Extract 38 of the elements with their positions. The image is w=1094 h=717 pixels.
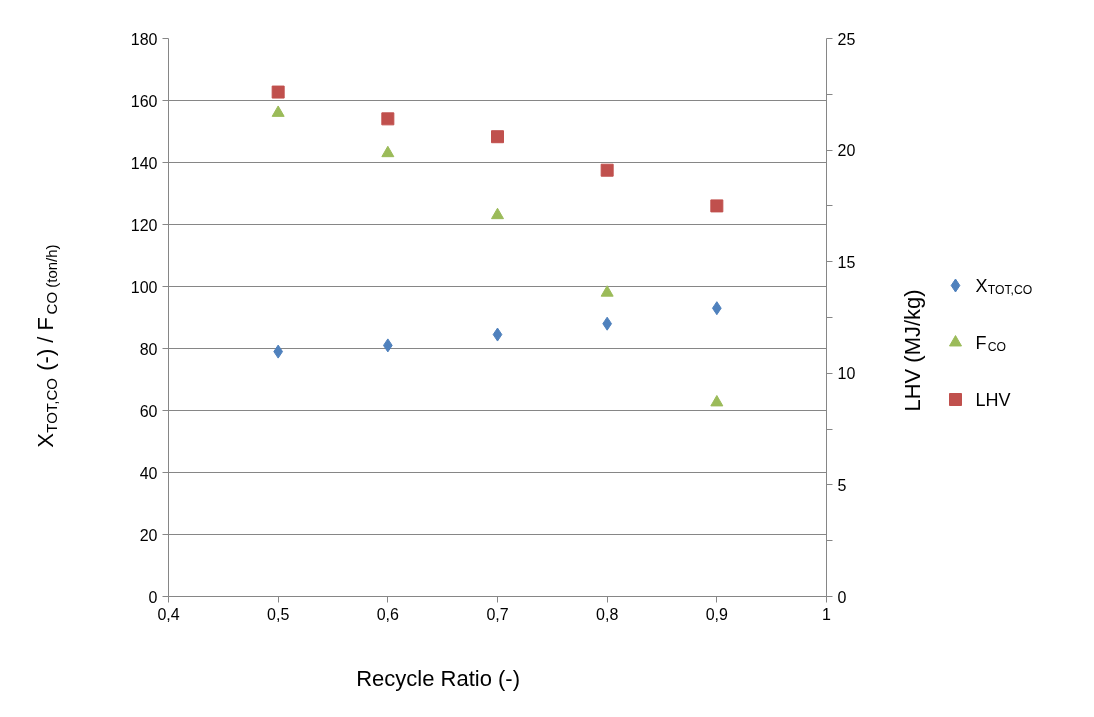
point bbox=[271, 105, 285, 117]
y-tick-label: 80 bbox=[139, 340, 158, 358]
y-tick-label: 60 bbox=[139, 402, 158, 420]
point bbox=[381, 112, 395, 126]
x-tick-label: 0,7 bbox=[486, 605, 509, 623]
y2-tick-label: 15 bbox=[837, 253, 856, 271]
y-tick-label: 160 bbox=[130, 92, 158, 110]
point bbox=[600, 163, 614, 177]
point bbox=[710, 199, 724, 213]
y2-tick-label: 25 bbox=[837, 30, 856, 48]
x-tick-label: 0,8 bbox=[596, 605, 619, 623]
x-tick-label: 0,9 bbox=[705, 605, 729, 623]
y-tick-label: 120 bbox=[130, 216, 158, 234]
x-tick-label: 1 bbox=[822, 605, 832, 623]
point bbox=[491, 207, 504, 220]
y2-tick-label: 0 bbox=[837, 588, 847, 606]
y-tick-label: 140 bbox=[130, 154, 158, 172]
point bbox=[491, 130, 504, 144]
x-tick-label: 0,4 bbox=[157, 605, 180, 623]
y2-tick-label: 5 bbox=[837, 476, 847, 494]
x-tick-label: 0,6 bbox=[376, 605, 400, 623]
x-tick-label: 0,5 bbox=[267, 605, 290, 623]
legend-label: LHV bbox=[975, 389, 1011, 410]
y-tick-label: 40 bbox=[139, 464, 158, 482]
y-tick-label: 20 bbox=[139, 526, 158, 544]
y2-tick-label: 20 bbox=[837, 142, 856, 160]
y2-axis-title: LHV (MJ/kg) bbox=[900, 289, 925, 412]
point bbox=[492, 327, 503, 342]
x-axis-title: Recycle Ratio (-) bbox=[356, 666, 520, 691]
point bbox=[710, 395, 724, 407]
y2-tick-label: 10 bbox=[837, 365, 856, 383]
point bbox=[381, 145, 395, 158]
y-tick-label: 100 bbox=[130, 278, 158, 296]
y-tick-label: 180 bbox=[130, 30, 158, 48]
y-tick-label: 0 bbox=[148, 588, 158, 606]
point bbox=[271, 85, 285, 99]
point bbox=[600, 285, 614, 297]
y-axis-title: XTOT,CO (-) / FCO (ton/h) bbox=[33, 244, 60, 448]
